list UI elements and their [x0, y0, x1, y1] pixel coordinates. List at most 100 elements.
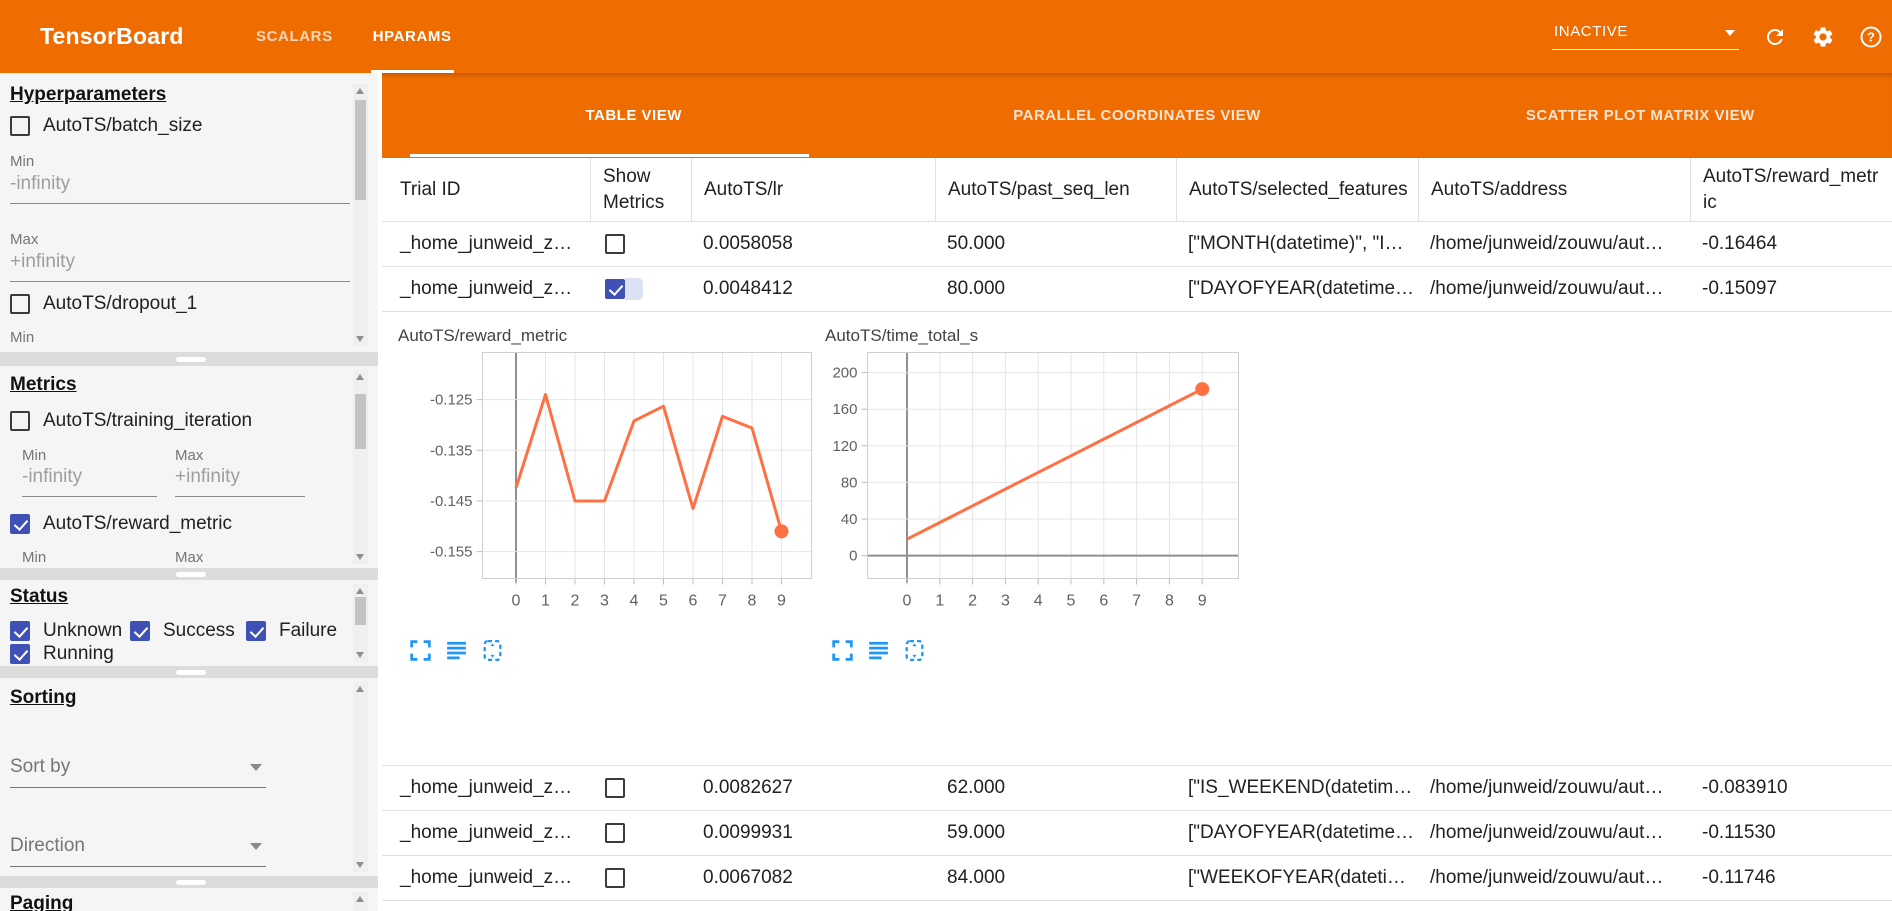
run-status-value: INACTIVE	[1554, 23, 1628, 40]
show-metrics-checkbox[interactable]	[605, 823, 625, 843]
sorting-scrollbar[interactable]	[353, 682, 368, 872]
column-header-past-seq-len[interactable]: AutoTS/past_seq_len	[935, 158, 1176, 221]
column-header-show-metrics[interactable]: Show Metrics	[590, 158, 691, 221]
status-failure-checkbox[interactable]	[246, 621, 266, 641]
past-seq-len-cell: 84.000	[947, 867, 1006, 888]
address-cell: /home/junweid/zouwu/aut…	[1430, 867, 1664, 888]
svg-text:7: 7	[718, 593, 727, 610]
scroll-down-icon[interactable]	[356, 652, 364, 658]
divider-handle[interactable]	[176, 879, 206, 885]
show-metrics-checkbox[interactable]	[605, 279, 625, 299]
reward-metric-cell: -0.11746	[1702, 867, 1776, 888]
status-running-checkbox[interactable]	[10, 644, 30, 664]
column-header-lr[interactable]: AutoTS/lr	[691, 158, 935, 221]
view-rows-icon[interactable]	[444, 638, 469, 663]
maximize-icon[interactable]	[408, 638, 433, 663]
run-status-dropdown[interactable]: INACTIVE	[1552, 23, 1739, 50]
svg-text:4: 4	[1034, 593, 1043, 610]
table-row[interactable]: _home_junweid_z… 0.0082627 62.000 ["IS_W…	[382, 766, 1892, 811]
column-header-address[interactable]: AutoTS/address	[1418, 158, 1690, 221]
tab-scatter-plot-matrix-view[interactable]: SCATTER PLOT MATRIX VIEW	[1525, 107, 1755, 124]
view-rows-icon[interactable]	[866, 638, 891, 663]
plugin-tabs: SCALARS HPARAMS	[236, 0, 472, 73]
line-chart[interactable]: 0 40 80 120 160 200 0 1 2 3 4 5 6 7 8 9	[825, 352, 1239, 614]
scroll-down-icon[interactable]	[356, 336, 364, 342]
scroll-thumb[interactable]	[355, 100, 366, 200]
svg-text:6: 6	[1099, 593, 1108, 610]
divider-handle[interactable]	[176, 571, 206, 577]
min-input[interactable]: -infinity	[22, 466, 157, 497]
divider-handle[interactable]	[176, 356, 206, 362]
pan-zoom-icon[interactable]	[480, 638, 505, 663]
lr-cell: 0.0058058	[703, 233, 793, 254]
status-unknown-checkbox[interactable]	[10, 621, 30, 641]
settings-icon[interactable]	[1811, 25, 1835, 49]
tab-parallel-coordinates-view[interactable]: PARALLEL COORDINATES VIEW	[1013, 107, 1261, 124]
pan-zoom-icon[interactable]	[902, 638, 927, 663]
section-resize-divider[interactable]	[0, 568, 378, 580]
section-status: Status Unknown Success Failure Running	[0, 580, 378, 666]
tab-hparams[interactable]: HPARAMS	[353, 0, 472, 73]
lr-cell: 0.0067082	[703, 867, 793, 888]
table-row[interactable]: _home_junweid_z… 0.0067082 84.000 ["WEEK…	[382, 856, 1892, 901]
batch-size-checkbox[interactable]	[10, 116, 30, 136]
svg-text:5: 5	[659, 593, 668, 610]
column-header-trial-id[interactable]: Trial ID	[400, 178, 461, 200]
status-scrollbar[interactable]	[353, 584, 368, 662]
reward-metric-checkbox[interactable]	[10, 514, 30, 534]
show-metrics-checkbox[interactable]	[605, 778, 625, 798]
scroll-up-icon[interactable]	[356, 374, 364, 380]
scroll-up-icon[interactable]	[356, 88, 364, 94]
lr-cell: 0.0082627	[703, 777, 793, 798]
tab-table-view[interactable]: TABLE VIEW	[382, 73, 885, 158]
status-heading: Status	[10, 586, 69, 607]
hyperparameters-scrollbar[interactable]	[353, 84, 368, 346]
chart-actions	[830, 638, 927, 663]
time-total-chart: AutoTS/time_total_s 0 40 80 120 160 200 0 1 2 3 4 5…	[825, 326, 1239, 614]
column-header-selected-features[interactable]: AutoTS/selected_features	[1176, 158, 1418, 221]
scroll-up-icon[interactable]	[356, 686, 364, 692]
paging-scrollbar[interactable]	[353, 892, 368, 911]
refresh-icon[interactable]	[1763, 25, 1787, 49]
svg-text:8: 8	[748, 593, 757, 610]
divider-handle[interactable]	[176, 669, 206, 675]
scroll-thumb[interactable]	[355, 597, 366, 625]
section-resize-divider[interactable]	[0, 666, 378, 678]
scroll-up-icon[interactable]	[356, 896, 364, 902]
max-input[interactable]: +infinity	[10, 251, 350, 282]
show-metrics-checkbox[interactable]	[605, 234, 625, 254]
scroll-down-icon[interactable]	[356, 862, 364, 868]
scroll-thumb[interactable]	[355, 394, 366, 449]
max-input[interactable]: +infinity	[175, 466, 305, 497]
tab-scalars[interactable]: SCALARS	[256, 28, 333, 45]
min-input[interactable]: -infinity	[10, 173, 350, 204]
section-resize-divider[interactable]	[0, 876, 378, 888]
direction-select[interactable]: Direction	[10, 835, 266, 867]
past-seq-len-cell: 80.000	[947, 278, 1006, 299]
table-row[interactable]: _home_junweid_z… 0.0048412 80.000 ["DAYO…	[382, 267, 1892, 312]
metrics-scrollbar[interactable]	[353, 370, 368, 564]
table-row[interactable]: _home_junweid_z… 0.0058058 50.000 ["MONT…	[382, 222, 1892, 267]
column-header-reward-metric[interactable]: AutoTS/reward_metric	[1690, 158, 1892, 221]
line-chart[interactable]: -0.125 -0.135 -0.145 -0.155 0 1 2 3 4 5 6 7 8 9	[398, 352, 812, 614]
view-tabbar: TABLE VIEW PARALLEL COORDINATES VIEW SCA…	[382, 73, 1892, 158]
chart-title: AutoTS/reward_metric	[398, 326, 568, 345]
training-iteration-checkbox[interactable]	[10, 411, 30, 431]
scroll-down-icon[interactable]	[356, 554, 364, 560]
table-row[interactable]: _home_junweid_z… 0.0099931 59.000 ["DAYO…	[382, 811, 1892, 856]
section-paging: Paging	[0, 888, 378, 911]
section-resize-divider[interactable]	[0, 352, 378, 366]
scroll-up-icon[interactable]	[356, 588, 364, 594]
sort-by-select[interactable]: Sort by	[10, 756, 266, 788]
svg-text:1: 1	[541, 593, 550, 610]
sidebar: Hyperparameters AutoTS/batch_size Min -i…	[0, 73, 378, 911]
lr-cell: 0.0099931	[703, 822, 793, 843]
help-icon[interactable]: ?	[1859, 25, 1883, 49]
maximize-icon[interactable]	[830, 638, 855, 663]
dropout-checkbox[interactable]	[10, 294, 30, 314]
svg-text:80: 80	[841, 474, 858, 491]
chevron-down-icon	[1725, 30, 1735, 36]
show-metrics-checkbox[interactable]	[605, 868, 625, 888]
status-success-checkbox[interactable]	[130, 621, 150, 641]
address-cell: /home/junweid/zouwu/aut…	[1430, 822, 1664, 843]
